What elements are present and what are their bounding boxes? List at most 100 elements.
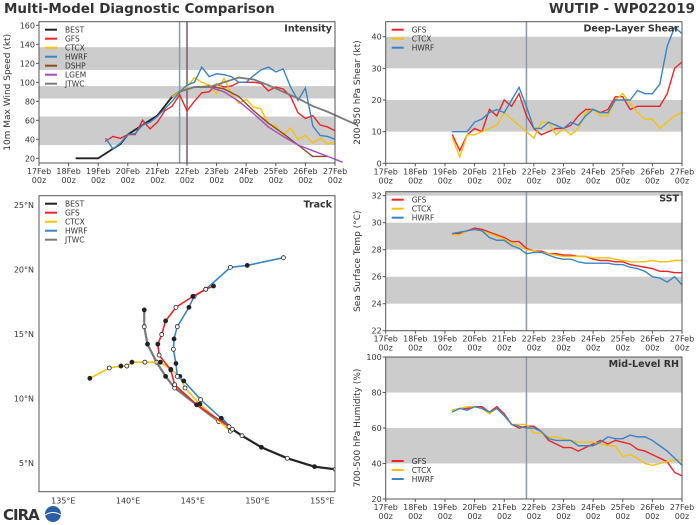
data-point-hwrf (525, 253, 528, 255)
data-point-ctcx (666, 461, 668, 463)
data-point-dshp (253, 110, 255, 112)
track-point-hwrf (218, 415, 224, 421)
data-point-ctcx (488, 232, 491, 235)
data-point-ctcx (614, 258, 616, 260)
data-point-gfs (503, 413, 505, 415)
x-tick-label: 25Feb (611, 167, 635, 176)
data-point-gfs (312, 114, 314, 117)
data-point-ctcx (540, 432, 542, 434)
data-point-gfs (622, 441, 624, 443)
data-point-hwrf (577, 261, 579, 263)
data-point-ctcx (651, 259, 653, 262)
data-point-ctcx (570, 255, 572, 258)
y-tick-label: 60 (25, 116, 35, 125)
page-title: Multi-Model Diagnostic Comparison (4, 1, 275, 17)
track-point-gfs (226, 424, 232, 430)
data-point-gfs (607, 443, 609, 445)
y-tick-label: 40 (372, 33, 382, 42)
y-tick-label: 60 (372, 424, 382, 433)
track-point-ctcx (182, 385, 188, 391)
panel-mid-level-rh: 2040608010017Feb00z18Feb00z19Feb00z20Feb… (353, 353, 694, 521)
track-point-gfs (173, 304, 179, 310)
x-tick-label: 17Feb (374, 503, 398, 512)
panel-title: SST (659, 194, 679, 205)
data-point-hwrf (459, 407, 461, 410)
panel-title: Mid-Level RH (609, 359, 679, 370)
legend-label: BEST (65, 200, 85, 209)
data-point-gfs (540, 134, 542, 136)
x-tick-label: 00z (675, 344, 689, 353)
data-point-hwrf (156, 115, 158, 118)
lat-tick-label: 15°N (14, 330, 34, 339)
data-point-ctcx (555, 436, 557, 438)
x-tick-label: 19Feb (86, 167, 110, 176)
data-point-gfs (592, 443, 594, 445)
data-point-hwrf (518, 247, 520, 249)
x-tick-label: 00z (527, 512, 541, 521)
x-tick-label: 21Feb (492, 335, 516, 344)
data-point-ctcx (481, 131, 483, 133)
data-point-hwrf (636, 89, 639, 92)
data-point-hwrf (518, 425, 520, 427)
data-point-gfs (585, 108, 587, 111)
track-point-jtwc (141, 307, 147, 313)
data-point-gfs (253, 81, 255, 83)
data-point-ctcx (555, 254, 557, 256)
x-tick-label: 00z (556, 344, 570, 353)
data-point-gfs (673, 471, 676, 473)
data-point-hwrf (488, 112, 491, 114)
data-point-dshp (312, 155, 314, 157)
data-point-ctcx (622, 455, 624, 457)
data-point-hwrf (562, 258, 565, 260)
data-point-hwrf (312, 125, 314, 127)
data-point-gfs (585, 446, 587, 449)
data-point-ctcx (459, 234, 461, 236)
data-point-gfs (636, 105, 639, 107)
track-point-hwrf (198, 397, 203, 402)
data-point-hwrf (659, 277, 661, 279)
x-tick-label: 00z (586, 344, 600, 353)
data-point-hwrf (451, 411, 453, 413)
panel-sst: 22242628303217Feb00z18Feb00z19Feb00z20Fe… (353, 191, 694, 353)
data-point-hwrf (629, 99, 631, 101)
data-point-hwrf (533, 427, 535, 429)
x-tick-label: 23Feb (204, 167, 228, 176)
data-point-ctcx (171, 95, 173, 98)
y-tick-label: 30 (372, 64, 382, 73)
track-point-gfs (156, 352, 162, 358)
track-point-ctcx (124, 363, 130, 369)
data-point-jtwc (341, 117, 343, 119)
map-frame (38, 195, 336, 493)
data-point-ctcx (599, 443, 602, 445)
data-point-gfs (555, 443, 557, 445)
data-point-gfs (659, 270, 661, 272)
data-point-hwrf (599, 441, 602, 443)
data-point-hwrf (164, 108, 166, 110)
data-point-gfs (607, 108, 609, 111)
x-tick-label: 00z (527, 344, 541, 353)
data-point-best (164, 105, 166, 107)
track-point-best (284, 455, 290, 461)
data-point-ctcx (238, 102, 240, 104)
data-point-gfs (659, 105, 661, 107)
data-point-ctcx (496, 124, 498, 126)
track-point-gfs (203, 286, 209, 292)
x-tick-label: 00z (379, 176, 393, 185)
data-point-hwrf (208, 76, 210, 78)
data-point-gfs (555, 127, 557, 130)
data-point-hwrf (466, 230, 468, 232)
data-point-hwrf (496, 239, 498, 241)
data-point-hwrf (585, 115, 587, 117)
data-point-hwrf (577, 124, 579, 126)
data-point-gfs (451, 134, 453, 136)
data-point-hwrf (614, 263, 616, 266)
data-point-gfs (230, 85, 232, 87)
data-point-gfs (481, 228, 483, 231)
data-point-lgem (253, 113, 255, 115)
data-point-hwrf (666, 281, 668, 283)
data-point-jtwc (193, 86, 195, 88)
x-tick-label: 17Feb (374, 167, 398, 176)
x-tick-label: 00z (438, 176, 452, 185)
data-point-ctcx (592, 257, 594, 259)
data-point-gfs (149, 128, 151, 130)
